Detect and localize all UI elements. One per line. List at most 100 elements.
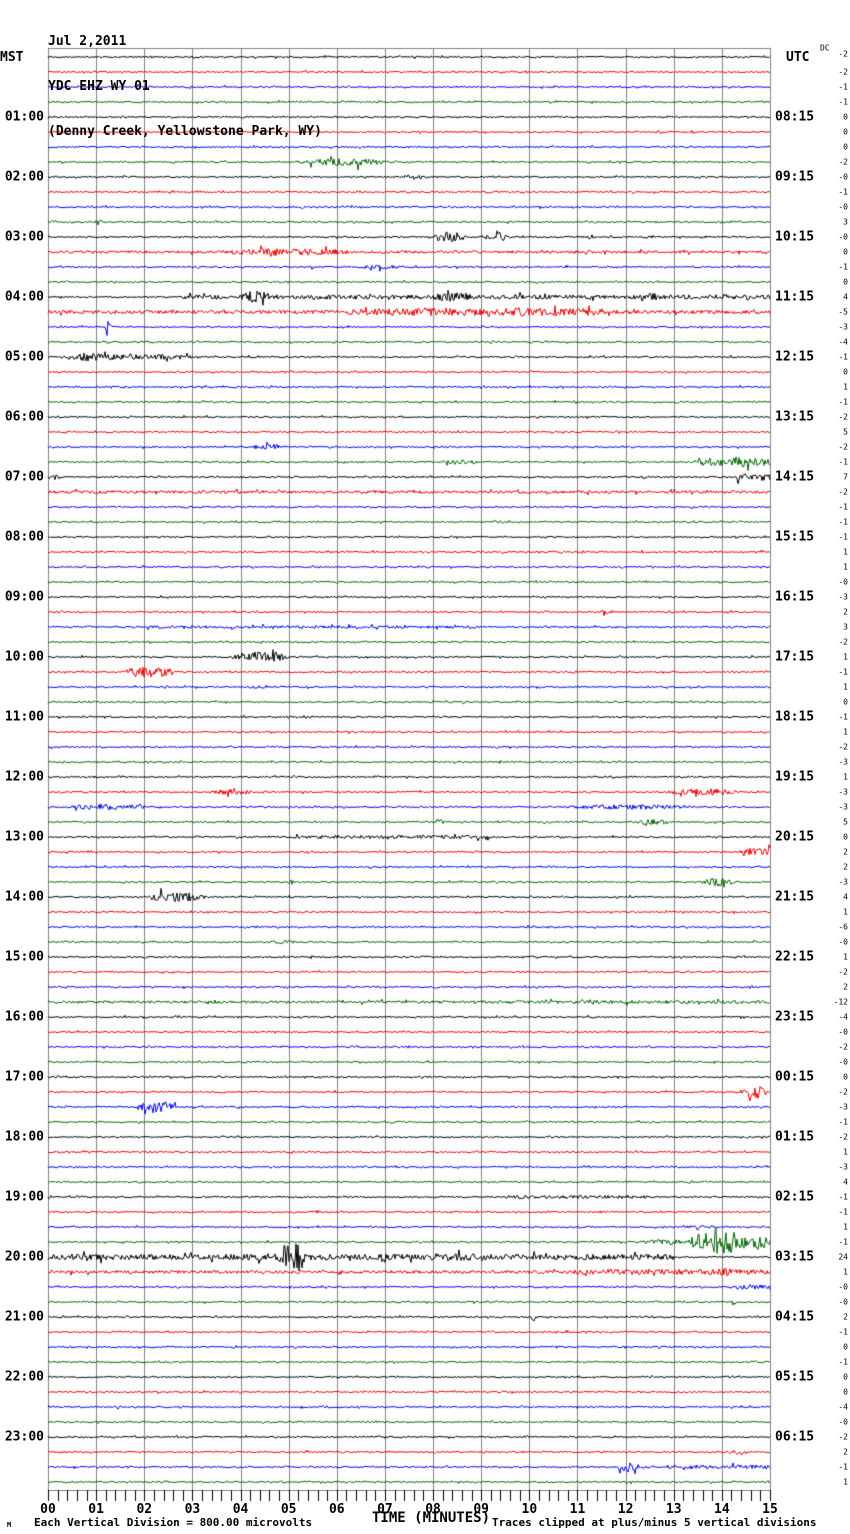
dc-offset-value: 1 <box>843 1147 848 1157</box>
dc-offset-value: 7 <box>843 472 848 482</box>
dc-offset-value: -2 <box>838 67 848 77</box>
dc-offset-value: -2 <box>838 157 848 167</box>
utc-hour-label: 05:15 <box>775 1369 815 1385</box>
minute-label: 00 <box>40 1502 56 1517</box>
dc-offset-value: -1 <box>838 82 848 92</box>
minute-label: 02 <box>136 1502 153 1517</box>
dc-offset-value: 0 <box>843 112 848 122</box>
dc-offset-value: 4 <box>843 1177 848 1187</box>
mst-hour-label: 13:00 <box>4 829 44 845</box>
dc-offset-value: 24 <box>838 1252 848 1262</box>
mst-hour-label: 06:00 <box>4 409 44 425</box>
dc-offset-value: 1 <box>843 1222 848 1232</box>
mst-hour-label: 03:00 <box>4 229 44 245</box>
dc-offset-value: -0 <box>838 1282 848 1292</box>
minute-label: 15 <box>762 1502 778 1517</box>
dc-offset-value: -3 <box>838 877 848 887</box>
watermark-m: M <box>7 1521 12 1529</box>
minute-label: 09 <box>473 1502 490 1517</box>
dc-offset-value: -0 <box>838 1297 848 1307</box>
dc-offset-value: 0 <box>843 367 848 377</box>
dc-offset-value: -1 <box>838 517 848 527</box>
minute-label: 13 <box>665 1502 682 1517</box>
utc-hour-label: 12:15 <box>775 349 815 365</box>
dc-offset-value: 0 <box>843 697 848 707</box>
dc-offset-value: 2 <box>843 982 848 992</box>
utc-hour-label: 13:15 <box>775 409 815 425</box>
mst-hour-label: 11:00 <box>4 709 44 725</box>
utc-hour-label: 23:15 <box>775 1009 815 1025</box>
dc-offset-value: 5 <box>843 817 848 827</box>
dc-offset-value: -0 <box>838 172 848 182</box>
dc-offset-value: 0 <box>843 247 848 257</box>
dc-offset-value: -3 <box>838 802 848 812</box>
dc-offset-value: -1 <box>838 397 848 407</box>
utc-hour-label: 22:15 <box>775 949 815 965</box>
mst-hour-label: 10:00 <box>4 649 44 665</box>
dc-offset-value: 1 <box>843 772 848 782</box>
utc-hour-label: 02:15 <box>775 1189 815 1205</box>
utc-hour-label: 14:15 <box>775 469 815 485</box>
dc-offset-value: 1 <box>843 382 848 392</box>
dc-offset-value: -2 <box>838 1132 848 1142</box>
dc-offset-value: 1 <box>843 1267 848 1277</box>
dc-offset-value: -0 <box>838 1417 848 1427</box>
dc-offset-value: -1 <box>838 532 848 542</box>
utc-hour-label: 03:15 <box>775 1249 815 1265</box>
utc-hour-label: 06:15 <box>775 1429 815 1445</box>
dc-offset-value: 2 <box>843 607 848 617</box>
dc-offset-value: 3 <box>843 622 848 632</box>
mst-hour-label: 18:00 <box>4 1129 44 1145</box>
dc-offset-value: -1 <box>838 1207 848 1217</box>
dc-offset-value: 0 <box>843 1372 848 1382</box>
dc-offset-value: 1 <box>843 652 848 662</box>
dc-offset-value: -1 <box>838 97 848 107</box>
dc-offset-value: -1 <box>838 1357 848 1367</box>
mst-hour-label: 17:00 <box>4 1069 44 1085</box>
minute-label: 01 <box>88 1502 104 1517</box>
dc-offset-value: -1 <box>838 1117 848 1127</box>
mst-axis-title: MST <box>0 50 24 65</box>
header-date: Jul 2,2011 <box>48 34 127 49</box>
mst-hour-label: 09:00 <box>4 589 44 605</box>
dc-offset-value: -1 <box>838 1462 848 1472</box>
mst-hour-label: 22:00 <box>4 1369 44 1385</box>
dc-offset-value: -3 <box>838 592 848 602</box>
utc-hour-label: 19:15 <box>775 769 815 785</box>
mst-hour-label: 04:00 <box>4 289 44 305</box>
dc-offset-value: 1 <box>843 1477 848 1487</box>
dc-offset-value: 2 <box>843 1312 848 1322</box>
dc-offset-value: -1 <box>838 352 848 362</box>
mst-hour-label: 15:00 <box>4 949 44 965</box>
minute-label: 14 <box>714 1502 730 1517</box>
dc-offset-value: -4 <box>838 1402 848 1412</box>
utc-hour-label: 09:15 <box>775 169 815 185</box>
dc-offset-value: -2 <box>838 49 848 59</box>
minute-label: 12 <box>617 1502 634 1517</box>
dc-offset-value: -0 <box>838 1057 848 1067</box>
mst-hour-label: 01:00 <box>4 109 44 125</box>
dc-offset-value: 0 <box>843 1342 848 1352</box>
dc-offset-value: -1 <box>838 1237 848 1247</box>
utc-hour-label: 04:15 <box>775 1309 815 1325</box>
mst-hour-label: 12:00 <box>4 769 44 785</box>
utc-hour-label: 08:15 <box>775 109 815 125</box>
dc-offset-value: -2 <box>838 487 848 497</box>
dc-offset-value: 1 <box>843 562 848 572</box>
dc-offset-value: -2 <box>838 637 848 647</box>
mst-hour-label: 07:00 <box>4 469 44 485</box>
dc-offset-value: -2 <box>838 442 848 452</box>
dc-offset-value: 2 <box>843 862 848 872</box>
time-axis-title: TIME (MINUTES) <box>372 1510 491 1526</box>
utc-hour-label: 18:15 <box>775 709 815 725</box>
dc-offset-value: -2 <box>838 412 848 422</box>
dc-offset-value: -2 <box>838 1087 848 1097</box>
mst-hour-label: 05:00 <box>4 349 44 365</box>
clip-note: Traces clipped at plus/minus 5 vertical … <box>492 1516 817 1529</box>
header-block: Jul 2,2011 YDC EHZ WY 01 (Denny Creek, Y… <box>48 4 322 169</box>
dc-offset-value: -2 <box>838 742 848 752</box>
dc-offset-value: -0 <box>838 232 848 242</box>
dc-offset-value: 4 <box>843 292 848 302</box>
utc-hour-label: 17:15 <box>775 649 815 665</box>
